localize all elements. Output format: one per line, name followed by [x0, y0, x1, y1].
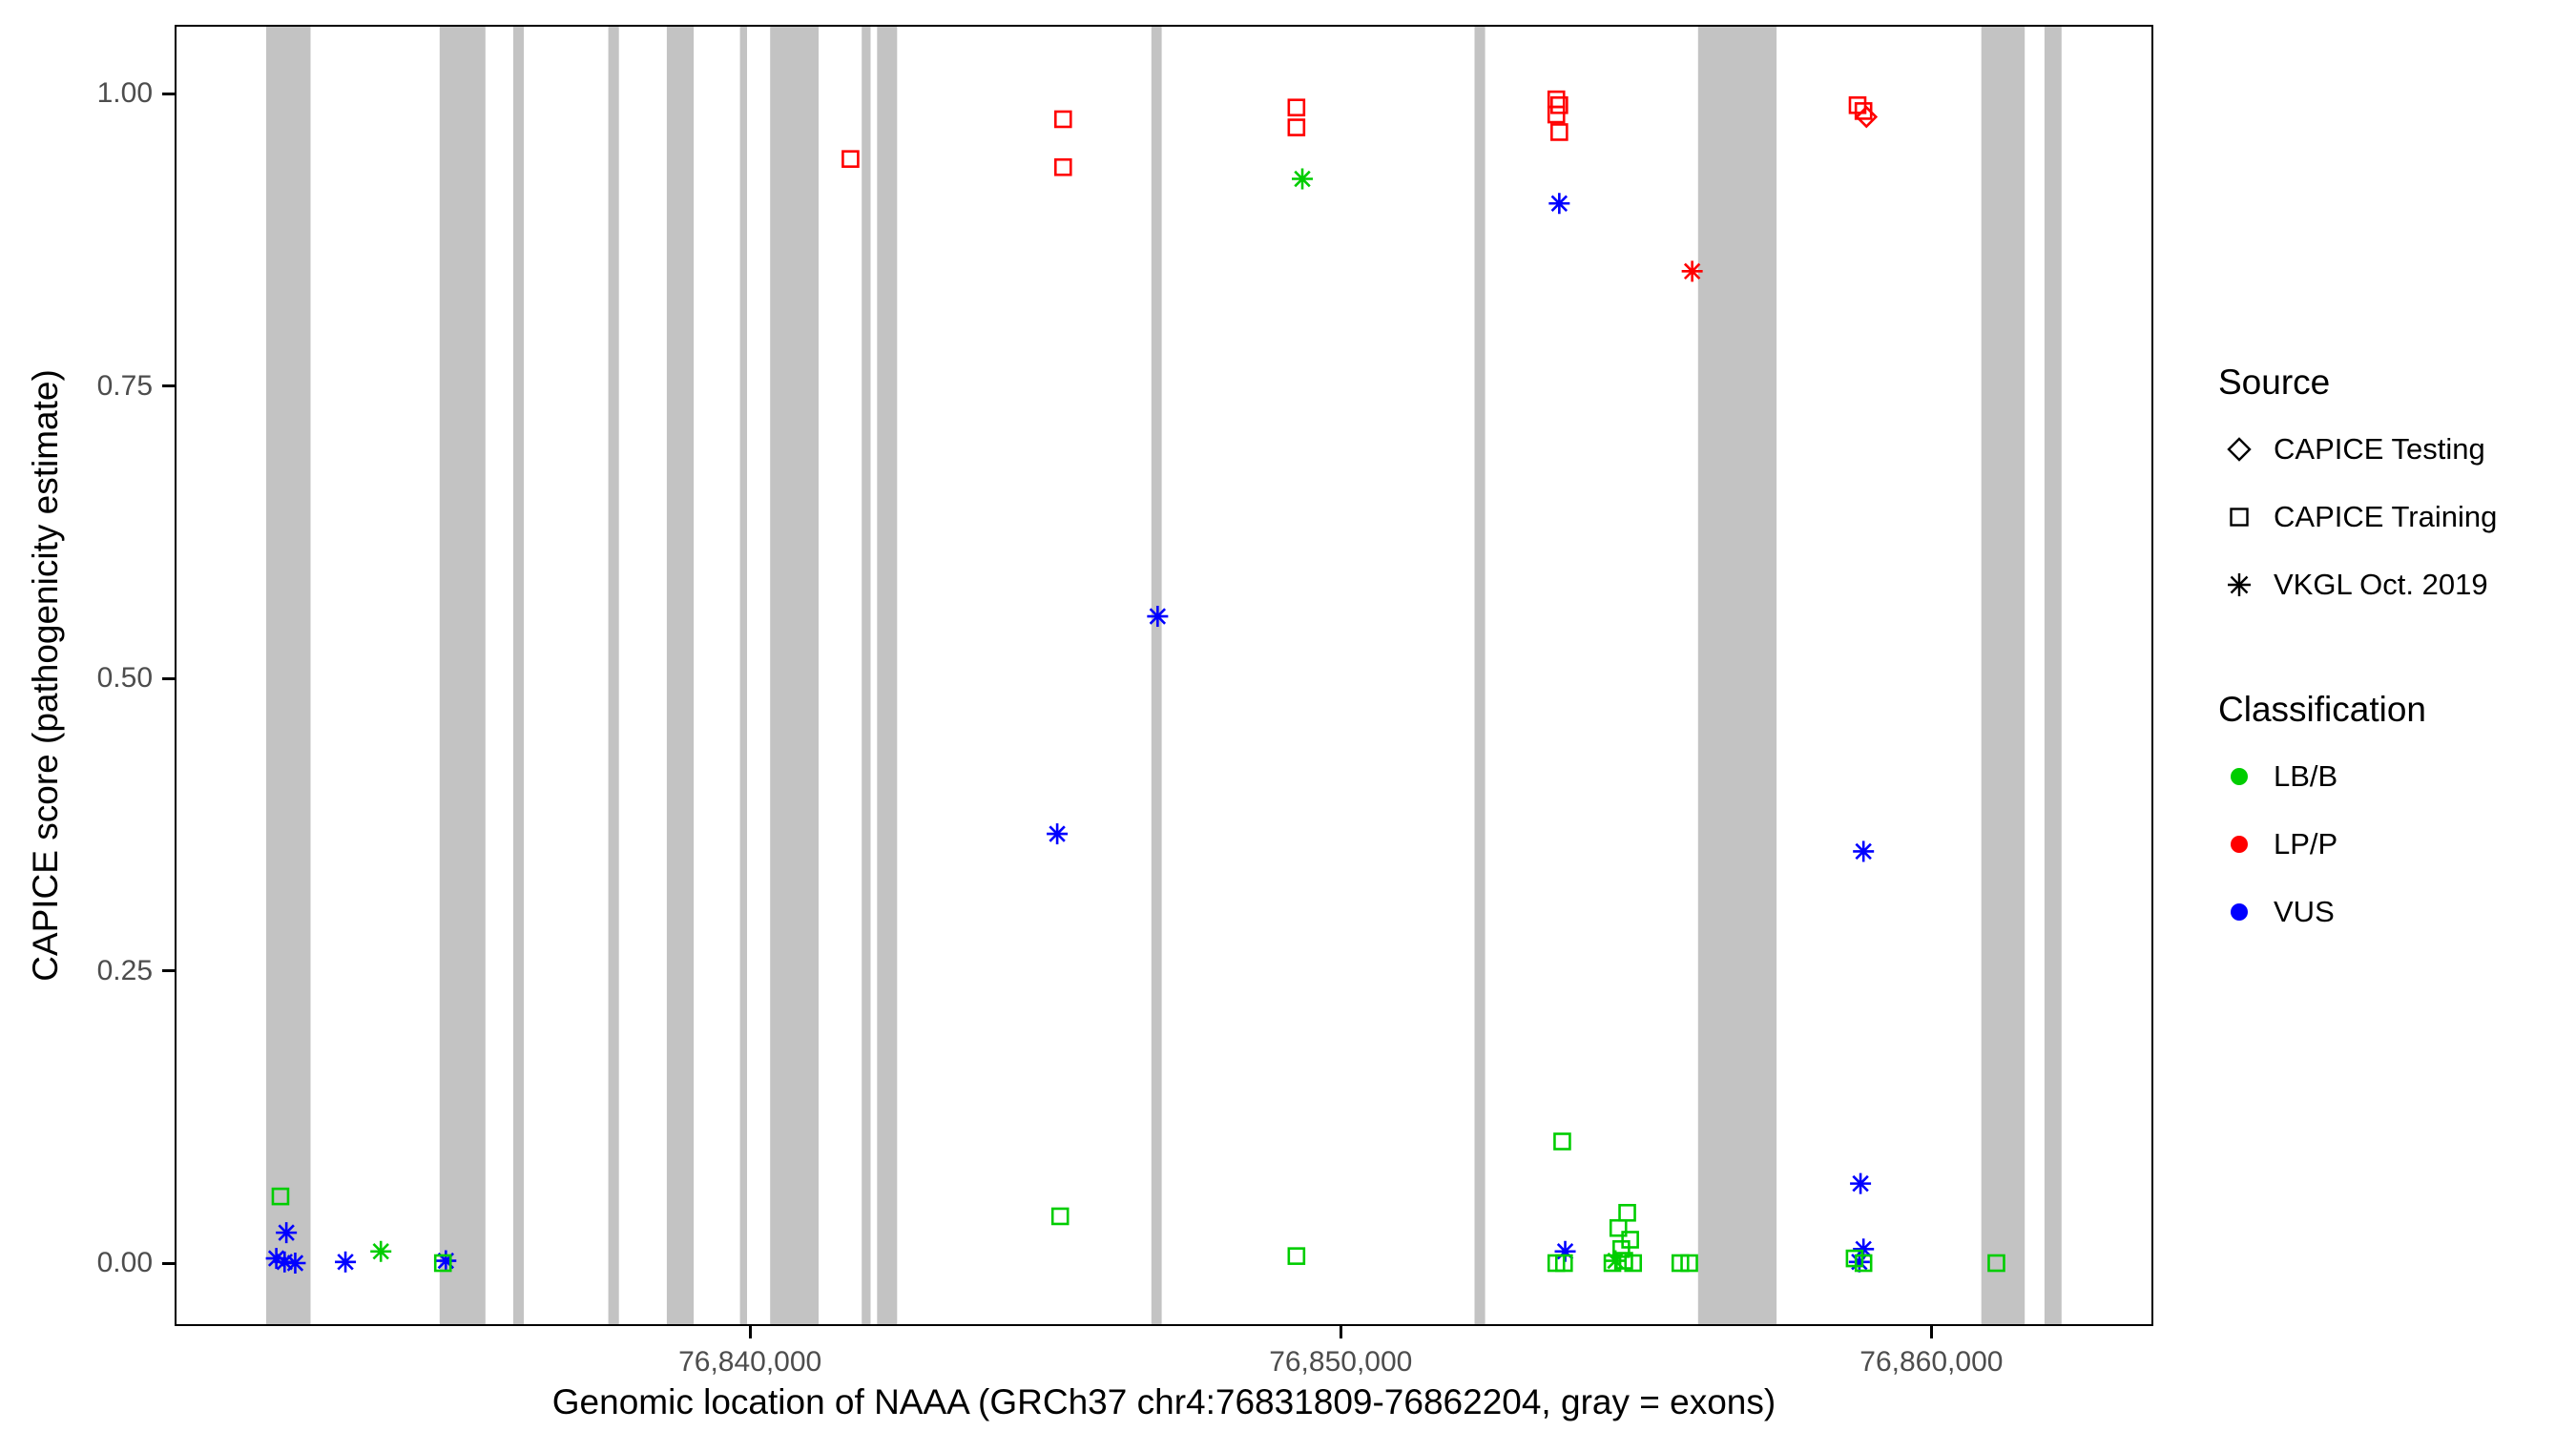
exon-band [2044, 27, 2062, 1324]
legend-classification-group: Classification LB/B LP/P VUS [2218, 688, 2497, 934]
exon-band [512, 27, 524, 1324]
plot-canvas [265, 27, 2062, 1324]
exon-band [1981, 27, 2025, 1324]
legend-item-capice-training: CAPICE Training [2218, 495, 2497, 539]
data-point-asterisk [1147, 606, 1169, 628]
y-tick-mark [162, 969, 175, 972]
x-tick-label: 76,840,000 [678, 1346, 822, 1378]
y-tick-mark [162, 92, 175, 95]
data-point-square [433, 1254, 452, 1273]
data-point-square [1550, 95, 1568, 114]
y-tick-label: 0.25 [96, 954, 153, 986]
data-point-asterisk [1047, 823, 1069, 845]
y-tick-mark [162, 1261, 175, 1265]
data-point-square [1287, 98, 1306, 117]
data-point-asterisk [276, 1222, 298, 1244]
exon-band [439, 27, 486, 1324]
data-point-square [1553, 1132, 1571, 1151]
legend-item-vus: VUS [2218, 890, 2497, 934]
data-point-square [1680, 1254, 1698, 1273]
legend-item-label: VUS [2274, 895, 2335, 928]
exon-band [739, 27, 747, 1324]
x-axis-title: Genomic location of NAAA (GRCh37 chr4:76… [551, 1382, 1776, 1421]
data-point-square [1854, 1254, 1873, 1273]
legend-item-label: CAPICE Training [2274, 500, 2498, 533]
data-point-square [1987, 1254, 2005, 1273]
exon-band [770, 27, 819, 1324]
x-tick-mark [748, 1326, 752, 1338]
exon-band [877, 27, 898, 1324]
exon-band [1151, 27, 1162, 1324]
data-point-asterisk [1548, 193, 1570, 215]
y-tick-label: 0.50 [96, 662, 153, 694]
data-point-square [1287, 118, 1306, 136]
legend-item-lbb: LB/B [2218, 755, 2497, 798]
data-point-diamond [1855, 105, 1879, 129]
data-point-square [1624, 1254, 1643, 1273]
data-point-square [271, 1187, 290, 1206]
data-point-asterisk [1853, 840, 1875, 862]
data-point-asterisk [1292, 168, 1314, 190]
diamond-marker-icon [2227, 437, 2252, 462]
exon-band [266, 27, 311, 1324]
exon-band [666, 27, 695, 1324]
data-point-asterisk [265, 1248, 287, 1270]
y-tick-label: 0.75 [96, 369, 153, 402]
red-dot-icon [2231, 836, 2248, 853]
legend-item-label: CAPICE Testing [2274, 432, 2485, 466]
legend: Source CAPICE Testing CAPICE Training [2218, 361, 2497, 958]
data-point-square [841, 150, 860, 168]
data-point-square [1547, 105, 1566, 124]
legend-source-group: Source CAPICE Testing CAPICE Training [2218, 361, 2497, 607]
green-dot-icon [2231, 768, 2248, 785]
exon-band [608, 27, 619, 1324]
data-point-asterisk [435, 1250, 457, 1272]
y-tick-mark [162, 676, 175, 680]
data-point-square [1550, 123, 1568, 141]
data-point-asterisk [1850, 1172, 1872, 1194]
data-point-square [1603, 1254, 1622, 1273]
x-tick-mark [1929, 1326, 1933, 1338]
plot-panel [175, 25, 2153, 1326]
blue-dot-icon [2231, 903, 2248, 921]
legend-classification-title: Classification [2218, 690, 2426, 729]
data-point-square [1287, 1247, 1306, 1265]
data-point-square [1053, 110, 1072, 129]
exon-band [862, 27, 871, 1324]
asterisk-marker-icon [2228, 573, 2251, 596]
data-point-square [1050, 1207, 1070, 1226]
legend-item-label: VKGL Oct. 2019 [2274, 568, 2488, 601]
y-tick-label: 1.00 [96, 77, 153, 109]
data-point-square [1848, 95, 1867, 114]
x-tick-mark [1339, 1326, 1342, 1338]
legend-item-capice-testing: CAPICE Testing [2218, 427, 2497, 471]
legend-source-title: Source [2218, 363, 2331, 402]
data-point-square [1618, 1203, 1636, 1222]
square-marker-icon [2230, 508, 2249, 527]
data-point-square [1554, 1254, 1573, 1273]
exon-band [1697, 27, 1777, 1324]
exon-band [1474, 27, 1485, 1324]
x-tick-label: 76,850,000 [1269, 1346, 1413, 1378]
y-tick-mark [162, 384, 175, 387]
data-point-asterisk [284, 1253, 306, 1274]
legend-item-label: LP/P [2274, 827, 2338, 861]
data-point-square [1053, 157, 1072, 176]
y-tick-label: 0.00 [96, 1247, 153, 1278]
legend-item-vkgl: VKGL Oct. 2019 [2218, 563, 2497, 607]
data-point-asterisk [335, 1251, 357, 1273]
x-tick-label: 76,860,000 [1859, 1346, 2004, 1378]
legend-item-lpp: LP/P [2218, 822, 2497, 866]
data-point-asterisk [370, 1240, 392, 1262]
data-point-asterisk [1681, 260, 1703, 282]
legend-item-label: LB/B [2274, 759, 2338, 793]
